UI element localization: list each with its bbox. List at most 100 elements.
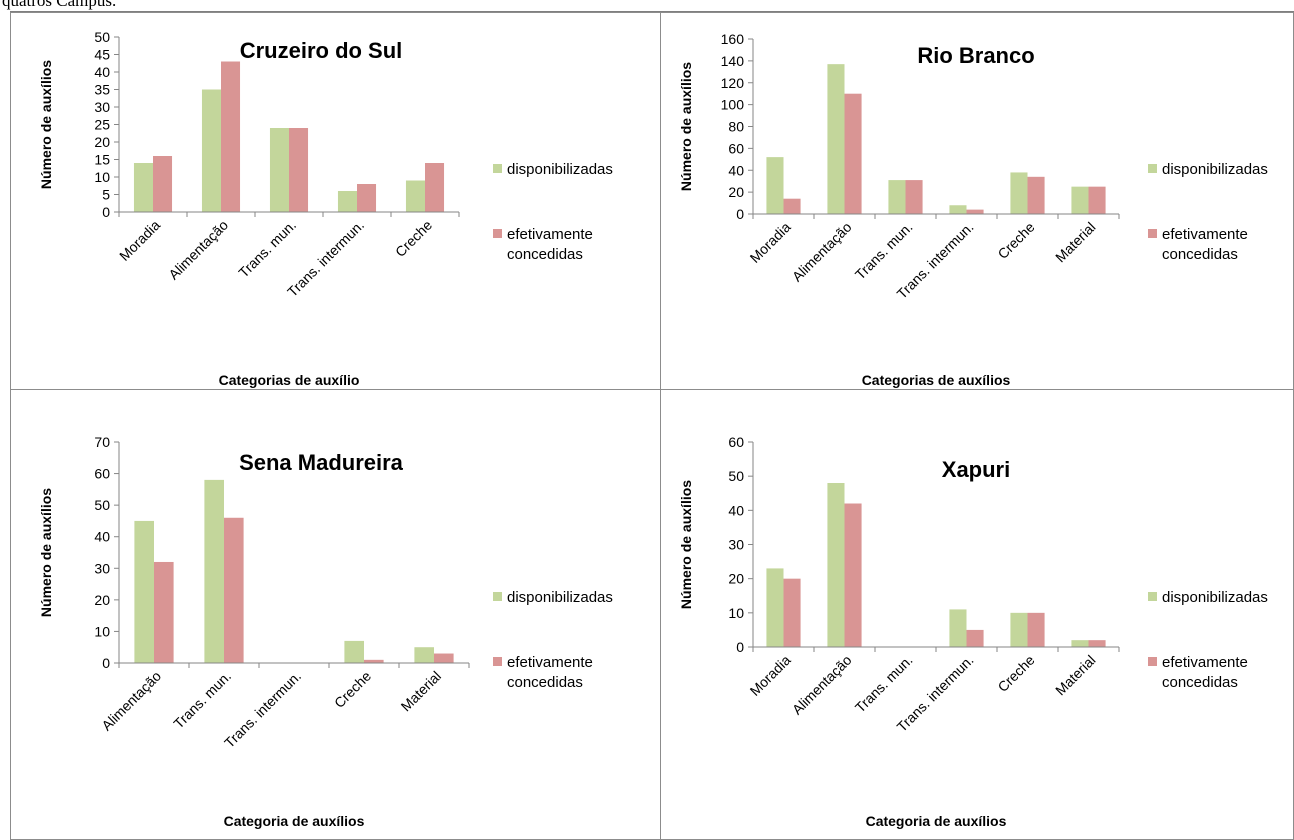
chart-panel-cruzeiro-do-sul: 0 5 10 15 20 25 30 35 40 45 50 Moradia Alimentação Tr… xyxy=(10,12,661,390)
bar-efetivamente-concedidas xyxy=(966,209,984,214)
y-tick-label: 140 xyxy=(721,53,745,69)
bar-disponibilizadas xyxy=(827,64,845,214)
x-category-label: Material xyxy=(1052,652,1099,699)
legend-label: efetivamente xyxy=(1162,226,1248,243)
legend-swatch-disponibilizadas xyxy=(493,164,502,173)
bar-efetivamente-concedidas xyxy=(1027,176,1045,214)
bar-efetivamente-concedidas xyxy=(154,561,174,663)
bar-efetivamente-concedidas xyxy=(905,180,923,214)
bar-disponibilizadas xyxy=(269,128,289,212)
x-category-label: Material xyxy=(398,668,445,715)
x-category-label: Material xyxy=(1052,219,1099,266)
y-tick-label: 60 xyxy=(728,140,744,156)
y-tick-label: 0 xyxy=(736,206,744,222)
y-tick-label: 40 xyxy=(728,162,744,178)
y-tick-label: 80 xyxy=(728,119,744,135)
bar-efetivamente-concedidas xyxy=(357,184,377,212)
x-category-label: Trans. intermun. xyxy=(221,668,304,751)
chart-title: Sena Madureira xyxy=(239,450,404,475)
chart-rio-branco: 0 20 40 60 80 100 120 140 160 MoradiaAlimentaçãoT… xyxy=(678,31,1268,388)
y-tick-label: 45 xyxy=(94,47,110,63)
bar-efetivamente-concedidas xyxy=(224,517,244,663)
bar-disponibilizadas xyxy=(827,483,845,647)
legend-swatch-efetivamente-concedidas xyxy=(1148,229,1157,238)
bar-disponibilizadas xyxy=(766,157,784,214)
x-category-label: Trans. mun. xyxy=(852,652,916,716)
x-category-label: Creche xyxy=(994,219,1037,262)
bar-efetivamente-concedidas xyxy=(289,128,309,212)
y-tick-label: 25 xyxy=(94,117,110,133)
x-category-label: Creche xyxy=(994,652,1037,695)
bar-disponibilizadas xyxy=(414,647,434,663)
legend-swatch-disponibilizadas xyxy=(1148,592,1157,601)
legend-label: efetivamente xyxy=(507,226,593,243)
y-tick-label: 15 xyxy=(94,152,110,168)
bar-efetivamente-concedidas xyxy=(783,578,801,647)
chart-title: Cruzeiro do Sul xyxy=(240,38,403,63)
y-tick-label: 20 xyxy=(94,592,110,608)
y-tick-label: 35 xyxy=(94,82,110,98)
bar-disponibilizadas xyxy=(949,205,967,214)
y-tick-label: 40 xyxy=(728,502,744,518)
bar-disponibilizadas xyxy=(344,640,364,663)
x-category-label: Moradia xyxy=(116,217,163,264)
bar-disponibilizadas xyxy=(133,163,153,212)
chart-title: Rio Branco xyxy=(917,43,1034,68)
x-category-label: Alimentação xyxy=(165,217,231,283)
legend-swatch-disponibilizadas xyxy=(493,592,502,601)
bar-efetivamente-concedidas xyxy=(844,93,862,214)
bar-disponibilizadas xyxy=(1010,612,1028,647)
charts-grid: 0 5 10 15 20 25 30 35 40 45 50 Moradia Alimentação Tr… xyxy=(10,11,1294,840)
legend-label: efetivamente xyxy=(1162,654,1248,671)
y-tick-label: 40 xyxy=(94,529,110,545)
bar-efetivamente-concedidas xyxy=(425,163,445,212)
legend-label: disponibilizadas xyxy=(507,161,613,178)
bar-disponibilizadas xyxy=(337,191,357,212)
y-tick-label: 20 xyxy=(728,571,744,587)
bar-efetivamente-concedidas xyxy=(966,629,984,647)
y-tick-label: 50 xyxy=(94,29,110,45)
bar-efetivamente-concedidas xyxy=(844,503,862,647)
bar-disponibilizadas xyxy=(134,520,154,663)
y-tick-label: 30 xyxy=(94,560,110,576)
legend-label: efetivamente xyxy=(507,654,593,671)
chart-panel-xapuri: 0 10 20 30 40 50 60 Moradia Alimentação Trans. mu… xyxy=(660,389,1294,840)
y-tick-label: 0 xyxy=(102,204,110,220)
legend-label: concedidas xyxy=(1162,246,1238,263)
x-axis-title: Categoria de auxílios xyxy=(224,813,365,829)
x-category-label: Creche xyxy=(392,217,435,260)
y-tick-label: 50 xyxy=(94,497,110,513)
x-category-label: Creche xyxy=(331,668,374,711)
bar-efetivamente-concedidas xyxy=(153,156,173,212)
y-tick-label: 30 xyxy=(94,99,110,115)
bar-efetivamente-concedidas xyxy=(1027,612,1045,647)
bar-efetivamente-concedidas xyxy=(1088,640,1106,647)
y-tick-label: 30 xyxy=(728,537,744,553)
y-tick-label: 60 xyxy=(728,434,744,450)
y-axis-title: Número de auxílios xyxy=(38,60,54,189)
y-tick-label: 20 xyxy=(728,184,744,200)
y-tick-label: 60 xyxy=(94,466,110,482)
y-axis-title: Número de auxílios xyxy=(678,62,694,191)
x-axis-title: Categoria de auxílios xyxy=(866,813,1007,829)
bar-disponibilizadas xyxy=(201,89,221,212)
y-tick-label: 40 xyxy=(94,64,110,80)
legend-label: concedidas xyxy=(507,246,583,263)
x-axis-title: Categorias de auxílio xyxy=(219,372,360,388)
bar-efetivamente-concedidas xyxy=(434,653,454,663)
y-tick-label: 0 xyxy=(736,639,744,655)
y-tick-label: 50 xyxy=(728,468,744,484)
x-axis-title: Categorias de auxílios xyxy=(862,372,1011,388)
bar-disponibilizadas xyxy=(766,568,784,647)
chart-sena-madureira: 0 10 20 30 40 50 60 70 Alimentação Trans. mun.Tra… xyxy=(38,434,613,829)
x-category-label: Alimentação xyxy=(789,219,855,285)
legend-swatch-efetivamente-concedidas xyxy=(493,657,502,666)
bar-disponibilizadas xyxy=(1010,172,1028,214)
legend-label: disponibilizadas xyxy=(1162,589,1268,606)
legend-label: concedidas xyxy=(507,674,583,691)
bar-efetivamente-concedidas xyxy=(221,61,241,212)
x-category-label: Alimentação xyxy=(789,652,855,718)
bar-disponibilizadas xyxy=(1071,640,1089,647)
y-axis-title: Número de auxílios xyxy=(678,480,694,609)
